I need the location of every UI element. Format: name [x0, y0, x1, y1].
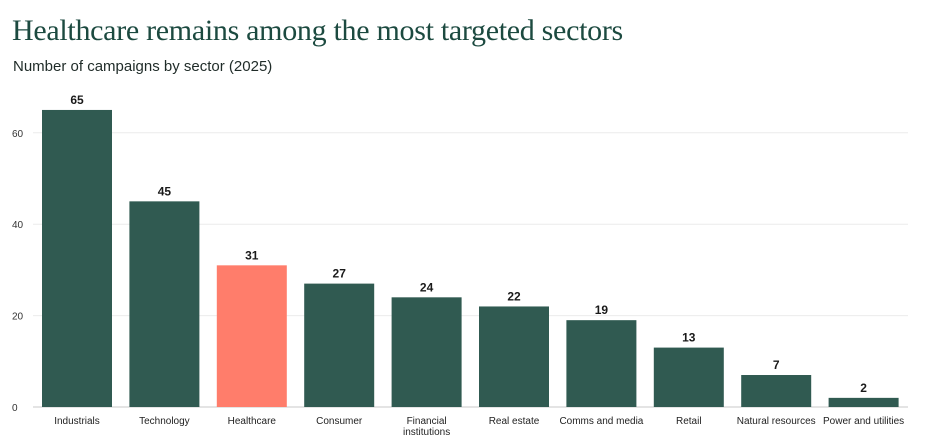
- data-label: 13: [682, 331, 696, 345]
- bar: [828, 397, 899, 407]
- data-label: 22: [507, 289, 521, 303]
- bar: [566, 320, 637, 407]
- x-tick-label: Consumer: [316, 416, 363, 427]
- chart-subtitle: Number of campaigns by sector (2025): [13, 58, 273, 75]
- x-tick-label: Retail: [676, 416, 702, 427]
- bar: [479, 306, 549, 407]
- x-tick-label: Natural resources: [737, 416, 816, 427]
- data-label: 31: [245, 248, 259, 262]
- data-label: 45: [158, 184, 172, 198]
- x-tick-label: Comms and media: [559, 416, 643, 427]
- y-tick-label: 40: [12, 220, 24, 231]
- bar: [216, 265, 287, 407]
- y-tick-label: 0: [12, 403, 18, 414]
- bar: [391, 297, 462, 407]
- data-label: 65: [70, 93, 84, 107]
- bar: [304, 283, 375, 407]
- x-tick-label: Real estate: [489, 416, 540, 427]
- bar: [653, 347, 724, 407]
- data-label: 27: [333, 267, 347, 281]
- y-tick-label: 60: [12, 129, 24, 140]
- data-label: 7: [773, 358, 780, 372]
- chart-title: Healthcare remains among the most target…: [12, 14, 623, 47]
- x-tick-label: Healthcare: [228, 416, 277, 427]
- x-tick-label: Financial institutions: [403, 416, 450, 438]
- x-tick-label: Power and utilities: [823, 416, 904, 427]
- bar: [42, 109, 112, 407]
- x-tick-label: Industrials: [54, 416, 100, 427]
- data-label: 2: [860, 381, 867, 395]
- y-tick-label: 20: [12, 312, 24, 323]
- bar: [741, 375, 812, 407]
- x-tick-label: Technology: [139, 416, 190, 427]
- data-label: 24: [420, 280, 434, 294]
- data-label: 19: [595, 303, 609, 317]
- bar: [129, 201, 200, 407]
